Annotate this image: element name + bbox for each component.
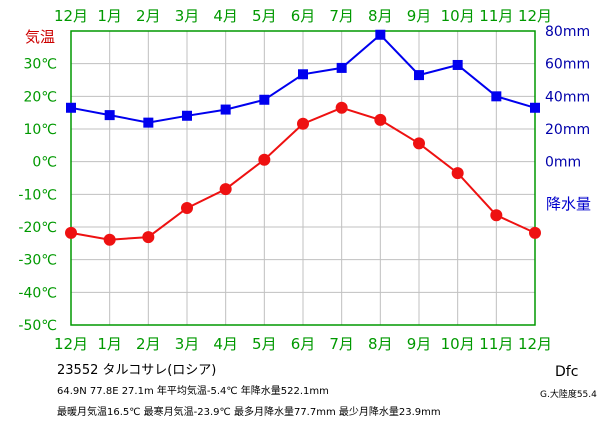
temperature-point — [529, 226, 541, 239]
temperature-point — [490, 209, 503, 222]
precipitation-point — [414, 70, 424, 81]
precipitation-point — [491, 91, 502, 102]
precipitation-point — [104, 110, 115, 121]
y-axis-left: 30℃ 20℃ 10℃ 0℃ -10℃ -20℃ -30℃ -40℃ -50℃ — [18, 57, 57, 334]
month-label-top: 11月 — [479, 7, 513, 25]
precipitation-tick-label: 80mm — [545, 24, 590, 40]
month-label-top: 1月 — [97, 7, 122, 25]
station-summary-line-1: 64.9N 77.8E 27.1m 年平均気温-5.4℃ 年降水量522.1mm — [57, 386, 329, 397]
temperature-tick-label: -50℃ — [18, 318, 57, 334]
precipitation-point — [220, 104, 231, 115]
month-label-bottom: 12月 — [518, 335, 552, 353]
temperature-tick-label: 10℃ — [23, 122, 57, 138]
month-label-bottom: 6月 — [291, 335, 316, 353]
precipitation-tick-label: 20mm — [545, 122, 590, 138]
station-name: 23552 タルコサレ(ロシア) — [57, 363, 217, 378]
x-axis-top: 12月 1月 2月 3月 4月 5月 6月 7月 8月 9月 10月 11月 12月 — [54, 7, 552, 25]
x-axis-bottom: 12月 1月 2月 3月 4月 5月 6月 7月 8月 9月 10月 11月 12月 — [54, 335, 552, 353]
temperature-point — [297, 117, 309, 130]
month-label-bottom: 11月 — [479, 335, 513, 353]
month-label-top: 10月 — [441, 7, 475, 25]
continentality-index: G.大陸度55.4 — [540, 390, 597, 400]
month-label-bottom: 3月 — [175, 335, 200, 353]
plot-frame — [70, 30, 536, 326]
precipitation-point — [375, 29, 386, 40]
month-label-bottom: 4月 — [213, 335, 238, 353]
month-label-top: 9月 — [407, 7, 432, 25]
data-series — [65, 29, 541, 246]
month-label-bottom: 2月 — [136, 335, 161, 353]
temperature-tick-label: 30℃ — [23, 57, 57, 73]
month-label-bottom: 1月 — [97, 335, 122, 353]
precipitation-point — [259, 94, 270, 105]
precipitation-point — [336, 62, 347, 73]
y-axis-right-label: 降水量 — [546, 195, 591, 213]
precipitation-point — [143, 117, 154, 128]
y-axis-right: 80mm 60mm 40mm 20mm 0mm — [545, 24, 590, 171]
precipitation-tick-label: 40mm — [545, 89, 590, 105]
temperature-tick-label: -10℃ — [18, 187, 57, 203]
temperature-point — [181, 202, 193, 215]
precipitation-point — [298, 69, 308, 80]
temperature-point — [142, 231, 155, 244]
temperature-point — [413, 137, 425, 150]
precipitation-tick-label: 0mm — [545, 155, 581, 171]
precipitation-point — [66, 102, 76, 113]
month-label-bottom: 9月 — [407, 335, 432, 353]
precipitation-tick-label: 60mm — [545, 57, 590, 73]
month-label-top: 4月 — [213, 7, 238, 25]
month-label-top: 7月 — [329, 7, 354, 25]
y-axis-left-label: 気温 — [25, 28, 55, 46]
temperature-point — [374, 113, 387, 126]
temperature-point — [258, 153, 271, 166]
month-label-bottom: 8月 — [368, 335, 393, 353]
temperature-point — [65, 226, 77, 239]
temperature-tick-label: -20℃ — [18, 220, 57, 236]
precipitation-point — [182, 110, 192, 121]
temperature-point — [219, 183, 232, 196]
temperature-tick-label: 0℃ — [32, 155, 57, 171]
temperature-tick-label: -40℃ — [18, 285, 57, 301]
month-label-bottom: 5月 — [252, 335, 277, 353]
month-label-bottom: 7月 — [329, 335, 354, 353]
temperature-tick-label: 20℃ — [23, 89, 57, 105]
month-label-top: 6月 — [291, 7, 316, 25]
month-label-top: 3月 — [175, 7, 200, 25]
month-label-top: 2月 — [136, 7, 161, 25]
temperature-tick-label: -30℃ — [18, 253, 57, 269]
month-label-top: 5月 — [252, 7, 277, 25]
temperature-point — [103, 233, 116, 246]
temperature-point — [335, 101, 348, 114]
month-label-top: 8月 — [368, 7, 393, 25]
koppen-climate-code: Dfc — [555, 364, 579, 380]
precipitation-point — [530, 102, 540, 113]
month-label-bottom: 12月 — [54, 335, 88, 353]
temperature-point — [451, 167, 464, 180]
month-label-top: 12月 — [518, 7, 552, 25]
precipitation-point — [452, 59, 463, 70]
station-summary-line-2: 最暖月気温16.5℃ 最寒月気温-23.9℃ 最多月降水量77.7mm 最少月降… — [57, 407, 441, 418]
month-label-top: 12月 — [54, 7, 88, 25]
month-label-bottom: 10月 — [441, 335, 475, 353]
